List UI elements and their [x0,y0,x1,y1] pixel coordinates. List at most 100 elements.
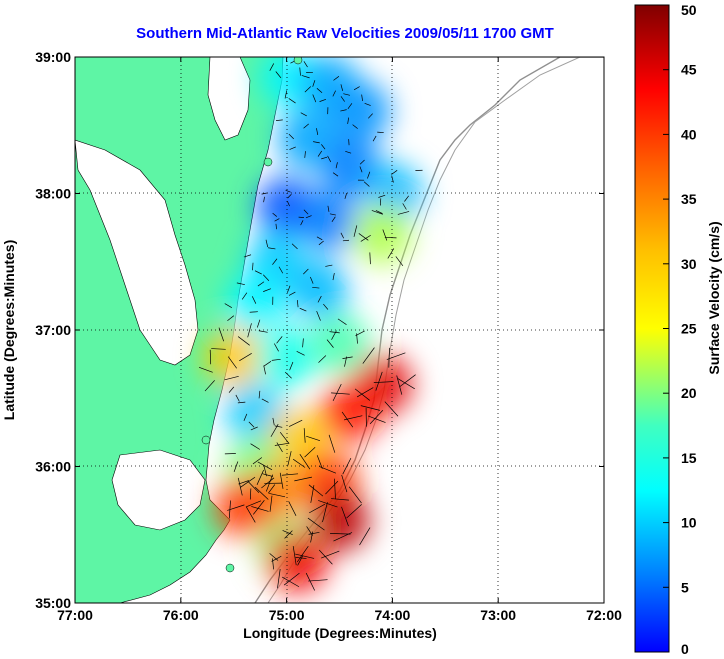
current-vector [353,86,360,91]
current-vector [289,361,294,371]
current-vector [237,401,246,404]
current-vector [211,348,226,350]
current-vector [300,220,304,226]
current-vector [386,352,406,360]
current-vector [325,480,339,495]
current-vector [375,210,383,214]
current-vector [369,409,384,425]
current-vector [304,446,316,458]
current-vector [198,367,213,373]
current-vector [347,103,353,110]
current-vector [308,484,324,497]
current-vector [371,210,383,215]
current-vector [256,319,261,328]
current-vector [274,425,283,428]
sound-water [111,449,206,531]
current-vector [261,477,275,489]
colorbar-tick-label: 0 [681,641,689,657]
colorbar-tick-label: 10 [681,515,697,531]
current-vector [332,90,336,97]
velocity-cell [351,204,412,265]
current-vector [316,310,321,321]
current-vector [291,243,298,250]
velocity-field [203,57,423,593]
colorbar-tick-label: 30 [681,256,697,272]
current-vector [308,531,320,535]
current-vector [272,258,278,265]
current-vector [388,347,390,368]
current-vector [263,196,265,203]
current-vector [287,285,291,293]
current-vector [303,123,309,129]
current-vector [254,486,269,500]
current-vector [359,166,363,173]
current-vector [257,281,265,287]
current-vector [330,498,349,501]
current-vector [235,394,240,402]
velocity-cell [288,259,349,320]
current-vector [348,486,362,504]
current-vector [325,264,333,267]
current-vector [288,501,297,516]
current-vector [331,216,336,222]
current-vector [224,375,239,381]
current-vector [275,71,282,79]
current-vector [302,338,304,348]
current-vector [245,506,256,523]
current-vector [245,500,262,508]
current-vector [275,223,277,230]
current-vector [288,98,296,104]
current-vector [249,488,252,500]
current-vector [395,256,404,267]
current-vector [306,526,313,536]
current-vector [252,262,254,271]
current-vector [387,248,395,259]
current-vector [335,162,338,169]
current-vector [276,442,283,453]
current-vector [342,356,353,359]
current-vector [269,553,279,561]
current-vector [299,307,307,312]
velocity-cell [320,381,381,442]
current-vector [344,192,348,199]
current-vector [364,102,371,106]
current-vector [341,411,354,428]
bay-water [75,139,199,366]
current-vector [227,504,245,511]
current-vector [261,398,269,403]
y-tick-label: 38:00 [35,186,71,202]
current-vector [296,545,309,563]
current-vector [321,156,328,160]
current-vector [358,233,369,241]
current-vector [354,388,371,401]
current-vector [269,63,275,71]
current-vector [331,392,350,395]
current-vector [306,435,321,442]
current-vector [288,291,296,296]
current-vector [247,323,252,338]
current-vector [340,109,347,112]
current-vector [362,347,375,364]
current-vector [399,374,416,387]
current-vector [316,236,323,241]
current-vector [296,350,305,356]
current-vector [258,330,268,333]
y-axis-label: Latitude (Degrees:Minutes) [1,240,17,420]
current-vector [373,381,394,383]
current-vector [404,195,409,202]
current-vector [300,112,307,117]
current-vector [227,315,235,322]
current-vector [318,549,333,565]
current-vector [277,569,281,589]
current-vector [346,504,362,519]
colorbar-tick-label: 15 [681,450,697,466]
current-vector [343,93,351,96]
current-vector [356,387,374,398]
y-tick-label: 35:00 [35,595,71,611]
colorbar-tick-label: 40 [681,126,697,142]
current-vector [299,67,301,76]
current-vector [329,331,340,334]
plot-area [74,56,605,604]
current-vector [378,194,386,198]
